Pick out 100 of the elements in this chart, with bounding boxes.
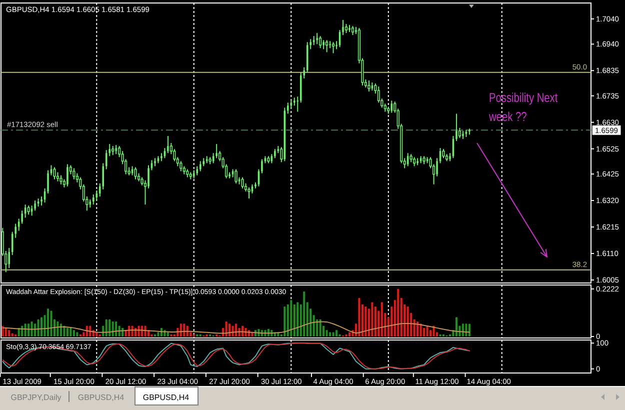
bar [235,324,238,336]
bar [465,324,468,336]
bar [380,302,383,336]
candlestick [413,156,416,167]
bar [40,317,43,336]
bar [358,298,360,336]
bar [364,306,367,336]
candlestick [134,166,137,180]
bar [70,328,72,336]
text: GBPJPY,Daily [10,393,62,402]
bar [60,324,62,336]
bar [371,302,374,336]
candlestick [261,158,263,174]
bar [293,304,296,336]
candlestick [322,40,324,50]
bar [319,319,322,336]
bar [420,324,422,336]
bar [296,302,299,336]
bar [47,308,50,336]
text: GBPUSD,H4 [142,393,190,402]
candlestick [40,196,42,206]
bar [180,324,182,336]
candlestick [377,86,380,104]
bar [416,322,419,336]
candlestick [66,164,68,187]
candlestick [326,40,328,53]
candlestick [332,42,335,54]
bar [28,324,30,336]
bar [329,332,332,336]
bar [228,324,231,336]
bar [2,326,4,336]
candlestick [96,190,98,202]
bar [430,330,432,336]
candlestick [72,168,76,180]
bar [406,306,409,336]
bar [76,332,78,336]
bar [4,328,7,336]
bar [426,326,428,336]
candlestick [248,186,250,199]
bar [50,310,52,336]
bar [290,300,292,336]
bar [34,324,36,336]
candlestick [60,174,62,185]
bar [336,330,338,336]
candlestick [442,148,445,159]
candlestick [390,100,393,114]
candlestick [196,166,198,176]
bar [157,332,160,336]
bar [72,330,75,336]
candlestick [287,102,289,114]
candlestick [216,144,218,159]
candlestick [131,166,134,176]
line-series [2,321,470,334]
bar [105,319,108,336]
candlestick [319,36,322,49]
candlestick [274,148,276,159]
candlestick [456,113,458,142]
candlestick [199,160,202,172]
bar [11,333,14,336]
bar [316,319,318,336]
bar [183,324,186,336]
candlestick [53,166,56,180]
bar [303,292,306,336]
candlestick [8,247,10,269]
candlestick [115,144,117,155]
bar [468,324,470,336]
candlestick [27,205,30,216]
candlestick [290,99,292,110]
bar [462,324,464,336]
bar [37,319,40,336]
bar [455,317,458,336]
candlestick [344,23,348,34]
candlestick [241,176,244,189]
bar [423,328,426,336]
candlestick [112,146,114,156]
bar [24,324,26,336]
line-series [2,342,470,370]
bar [286,304,289,336]
candlestick [351,25,354,36]
bar [112,322,114,336]
bar [225,322,228,336]
candlestick [92,194,94,206]
candlestick [167,135,169,154]
bar [348,332,350,336]
bar [66,328,68,336]
annotation: Possibility Next week ?? [488,90,558,124]
text: GBPUSD,H4 [78,393,125,402]
candlestick [368,80,370,92]
bar [108,319,111,336]
bar [56,322,59,336]
candlestick [34,200,36,212]
candlestick [296,96,299,112]
candlestick [316,32,318,45]
bar [30,322,33,336]
bar [332,332,334,336]
bar [115,322,118,336]
bar [284,306,286,336]
candlestick [180,160,182,172]
bar [326,330,328,336]
candlestick [234,168,238,184]
